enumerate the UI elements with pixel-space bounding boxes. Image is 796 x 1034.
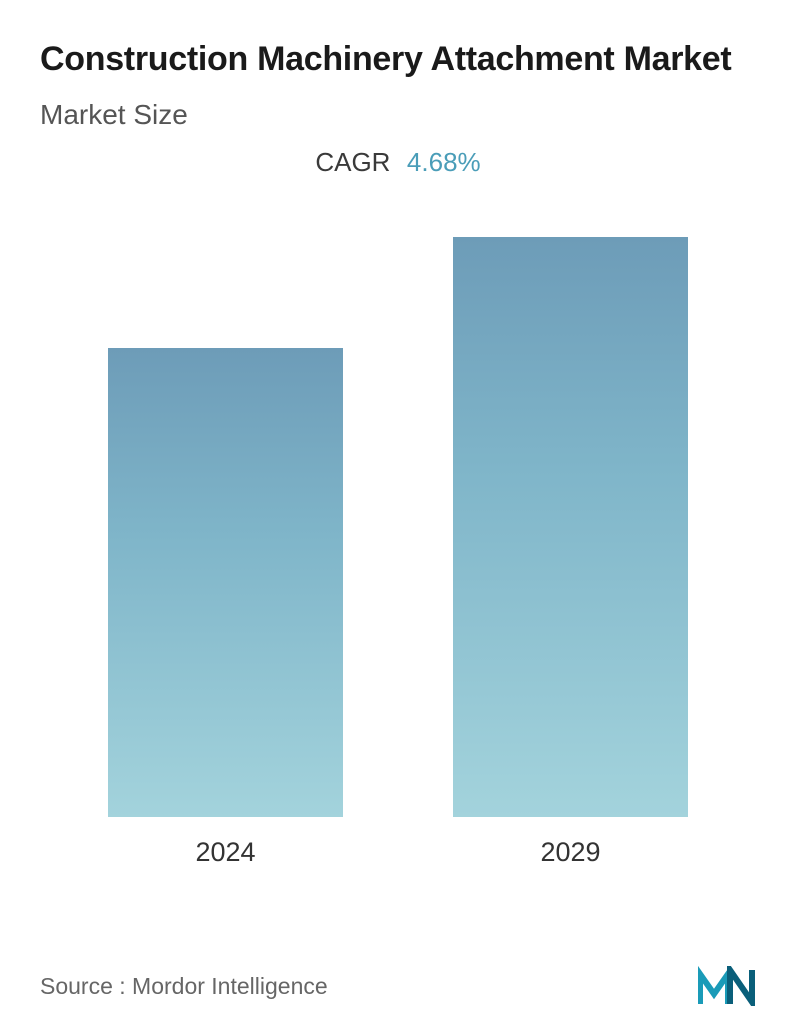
mordor-logo-icon: [698, 966, 756, 1006]
cagr-label: CAGR: [315, 147, 390, 177]
bar-1: [453, 237, 688, 817]
chart-subtitle: Market Size: [40, 99, 756, 131]
chart-plot-area: 2024 2029: [40, 228, 756, 868]
chart-container: Construction Machinery Attachment Market…: [0, 0, 796, 1034]
bar-0: [108, 348, 343, 817]
bar-label-1: 2029: [540, 837, 600, 868]
source-text: Source : Mordor Intelligence: [40, 973, 328, 1000]
chart-footer: Source : Mordor Intelligence: [40, 966, 756, 1006]
bar-label-0: 2024: [195, 837, 255, 868]
cagr-row: CAGR 4.68%: [40, 147, 756, 178]
bar-group-0: 2024: [108, 348, 343, 868]
chart-title: Construction Machinery Attachment Market: [40, 38, 756, 81]
bar-group-1: 2029: [453, 237, 688, 868]
cagr-value: 4.68%: [407, 147, 481, 177]
